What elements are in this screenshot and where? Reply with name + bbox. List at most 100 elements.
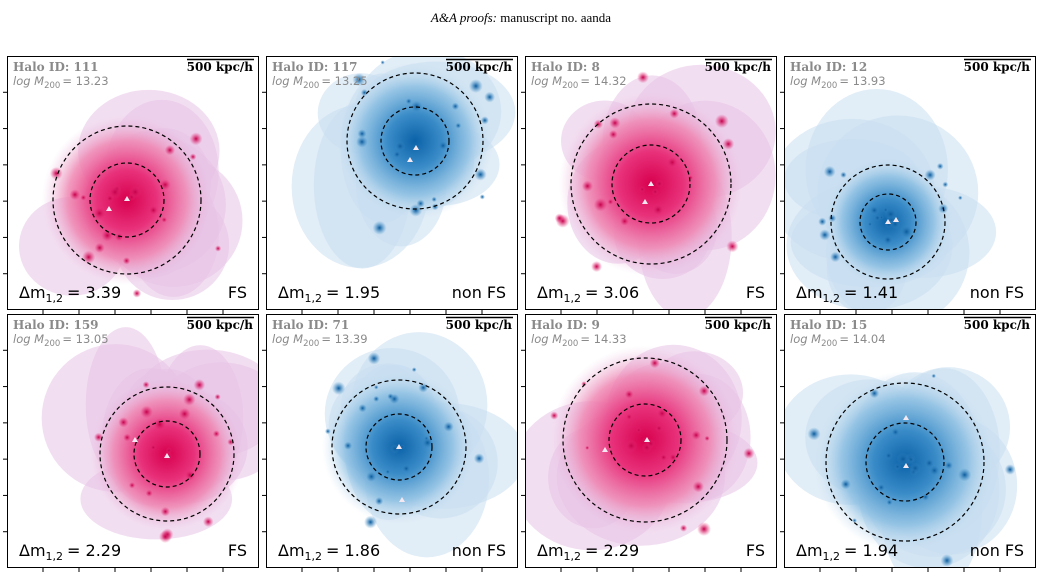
halo-id: Halo ID: 8 xyxy=(531,60,600,74)
dm-prefix: Δm xyxy=(19,541,46,560)
subhalo xyxy=(390,443,400,454)
dm-value: = 1.41 xyxy=(844,283,898,302)
subhalo xyxy=(929,465,940,476)
subhalo xyxy=(416,199,425,208)
subhalo xyxy=(372,220,387,235)
group-class: FS xyxy=(228,283,247,302)
subhalo xyxy=(921,493,930,501)
halo-mass: log M200 = 14.33 xyxy=(531,332,627,349)
subhalo xyxy=(421,436,434,449)
subhalo xyxy=(882,234,893,245)
group-class: FS xyxy=(746,283,765,302)
mass-prefix: log M xyxy=(13,332,44,346)
subhalo xyxy=(924,457,935,469)
subhalo xyxy=(82,250,96,264)
subhalo xyxy=(909,462,921,474)
subhalo xyxy=(92,206,107,220)
subhalo xyxy=(402,464,411,473)
journal: A&A proofs: xyxy=(430,10,497,25)
dm-sub: 1,2 xyxy=(305,550,323,563)
radius-outer xyxy=(825,382,985,542)
subhalo xyxy=(840,479,851,490)
subhalo xyxy=(189,153,197,161)
subhalo xyxy=(80,194,87,201)
panel-frame xyxy=(262,56,518,314)
panel-frame xyxy=(521,56,777,314)
group-class: FS xyxy=(228,541,247,560)
halo-mass: log M200 = 13.05 xyxy=(13,332,109,349)
subhalo xyxy=(625,439,638,453)
group-class: non FS xyxy=(452,541,506,560)
subhalo xyxy=(324,428,331,435)
halo-mass: log M200 = 13.23 xyxy=(13,74,109,91)
subhalo xyxy=(958,468,972,482)
subhalo xyxy=(94,242,105,253)
subhalo xyxy=(411,367,417,373)
subhalo xyxy=(451,102,460,111)
subhalo xyxy=(358,403,367,413)
dm-sub: 1,2 xyxy=(46,550,64,563)
subhalo xyxy=(669,453,678,462)
group-class: FS xyxy=(746,541,765,560)
mass-prefix: log M xyxy=(790,332,821,346)
subhalo xyxy=(877,483,886,492)
dm-sub: 1,2 xyxy=(823,292,841,305)
halo-id: Halo ID: 111 xyxy=(13,60,99,74)
subhalo xyxy=(869,388,880,399)
panel-frame xyxy=(780,314,1036,572)
subhalo xyxy=(468,79,483,94)
subhalo xyxy=(389,393,400,405)
subhalo xyxy=(455,122,462,129)
halo-id: Halo ID: 9 xyxy=(531,318,600,332)
subhalo xyxy=(639,186,646,193)
radius-inner xyxy=(365,413,433,481)
radius-inner xyxy=(865,422,945,502)
subhalo xyxy=(214,393,221,400)
scale-label: 500 kpc/h xyxy=(187,318,254,332)
subhalo xyxy=(873,214,882,222)
frame xyxy=(266,314,518,568)
dm-value: = 2.29 xyxy=(67,541,121,560)
mass-sub: 200 xyxy=(303,81,319,91)
scale-label: 500 kpc/h xyxy=(705,318,772,332)
subhalo xyxy=(1004,464,1016,475)
subhalo xyxy=(894,463,902,471)
mass-sub: 200 xyxy=(821,339,837,349)
subhalo xyxy=(69,189,81,201)
frame xyxy=(266,56,518,310)
mass-sub: 200 xyxy=(562,339,578,349)
subhalo xyxy=(140,405,153,419)
subhalo xyxy=(374,385,379,390)
subhalo xyxy=(356,135,368,148)
dm-value: = 1.95 xyxy=(326,283,380,302)
mass-sub: 200 xyxy=(44,339,60,349)
subhalo xyxy=(431,203,439,211)
magnitude-gap: Δm1,2 = 3.39 xyxy=(19,283,121,305)
subhalo xyxy=(360,88,369,97)
subhalo xyxy=(669,108,680,119)
mass-sub: 200 xyxy=(44,81,60,91)
mass-value: = 13.23 xyxy=(62,74,108,88)
subhalo xyxy=(807,427,821,441)
group-class: non FS xyxy=(970,283,1024,302)
galaxy-marker xyxy=(132,437,138,442)
dm-sub: 1,2 xyxy=(823,550,841,563)
halo-id: Halo ID: 117 xyxy=(272,60,358,74)
subhalo xyxy=(212,430,220,438)
subhalo xyxy=(637,71,649,84)
mass-prefix: log M xyxy=(272,74,303,88)
subhalo xyxy=(122,257,131,265)
subhalo xyxy=(132,289,142,298)
dm-prefix: Δm xyxy=(278,283,305,302)
subhalo xyxy=(944,461,953,470)
subhalo xyxy=(554,213,565,224)
subhalo xyxy=(714,114,729,129)
panel-frame xyxy=(262,314,518,572)
subhalo xyxy=(367,352,381,365)
subhalo xyxy=(375,497,384,506)
galaxy-marker xyxy=(893,217,899,222)
